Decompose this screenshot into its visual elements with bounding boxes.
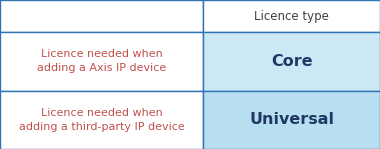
Text: Core: Core [271, 54, 312, 69]
Bar [203, 90, 380, 149]
Bar [0, 0, 203, 32]
Text: Licence needed when
adding a Axis IP device: Licence needed when adding a Axis IP dev… [37, 49, 166, 73]
Bar [0, 90, 203, 149]
Bar [203, 32, 380, 90]
Bar [0, 32, 203, 90]
Text: Universal: Universal [249, 112, 334, 127]
Text: Licence needed when
adding a third-party IP device: Licence needed when adding a third-party… [19, 108, 185, 132]
Bar [203, 0, 380, 32]
Text: Licence type: Licence type [254, 10, 329, 22]
